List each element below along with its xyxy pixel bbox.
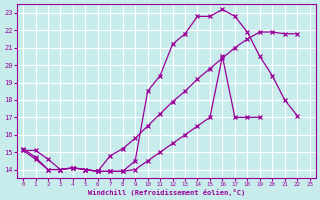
X-axis label: Windchill (Refroidissement éolien,°C): Windchill (Refroidissement éolien,°C) (88, 189, 245, 196)
